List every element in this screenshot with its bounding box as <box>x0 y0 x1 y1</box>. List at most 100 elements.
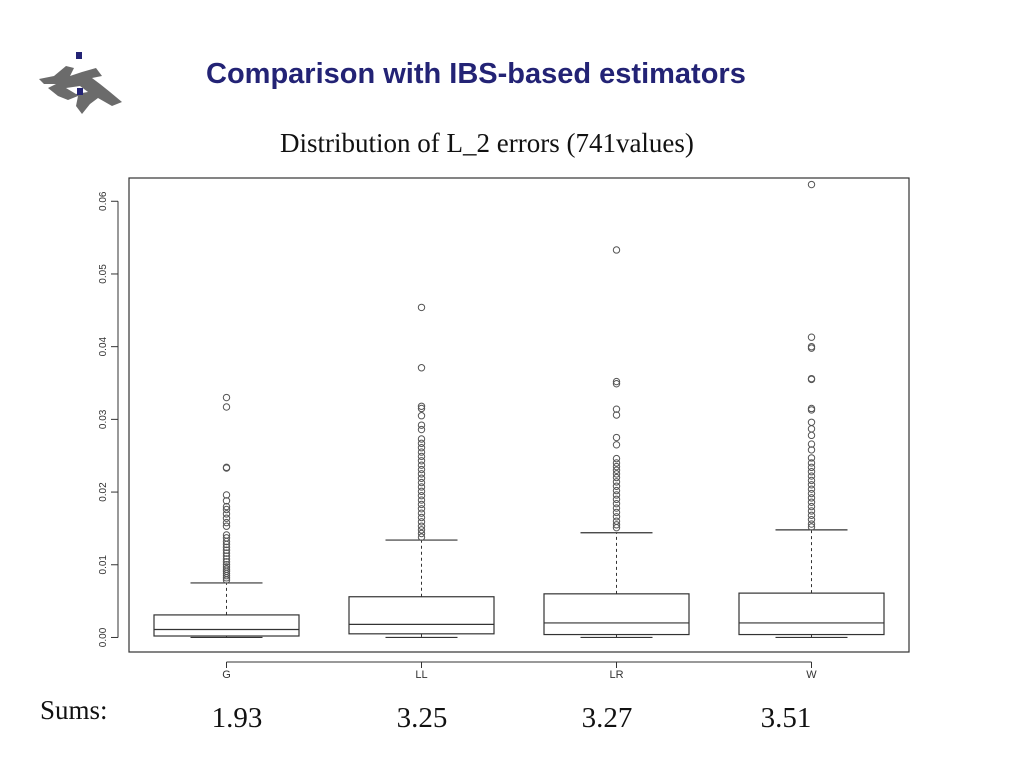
outlier-point <box>807 418 816 426</box>
box-w <box>738 180 885 639</box>
iqr-box <box>738 592 885 636</box>
y-tick-label: 0.05 <box>98 264 109 284</box>
outlier-point <box>417 509 426 517</box>
y-tick-label: 0.00 <box>98 627 109 647</box>
outlier-point <box>417 533 426 541</box>
outlier-point <box>807 507 816 515</box>
outlier-point <box>417 465 426 474</box>
sums-label: Sums: <box>40 695 108 725</box>
outlier-point <box>222 502 231 511</box>
outlier-point <box>612 462 621 471</box>
outlier-point <box>417 487 426 496</box>
outlier-point <box>807 498 816 506</box>
outlier-point <box>807 476 816 485</box>
outlier-point <box>612 411 621 419</box>
sum-value-ll: 3.25 <box>396 702 448 734</box>
outlier-point <box>417 444 426 452</box>
outlier-point <box>417 421 426 429</box>
y-tick-label: 0.02 <box>98 482 109 502</box>
x-tick-label: LL <box>415 669 427 681</box>
outlier-point <box>807 446 816 454</box>
outlier-point <box>612 523 621 532</box>
outlier-point <box>222 543 231 552</box>
outlier-point <box>807 481 816 489</box>
y-tick-label: 0.01 <box>98 555 109 575</box>
outlier-point <box>612 482 621 490</box>
outlier-point <box>807 485 816 493</box>
outlier-point <box>612 470 621 478</box>
outlier-point <box>417 461 426 469</box>
sum-value-lr: 3.27 <box>581 702 633 734</box>
outlier-point <box>807 425 816 433</box>
outlier-point <box>417 439 426 448</box>
outlier-point <box>222 552 231 560</box>
outlier-point <box>807 511 816 520</box>
outlier-point <box>222 491 231 499</box>
slide-title: Comparison with IBS-based estimators <box>206 58 746 90</box>
outlier-point <box>807 180 816 189</box>
outlier-point <box>807 406 816 414</box>
outlier-point <box>612 513 621 521</box>
iqr-box <box>348 596 495 635</box>
outlier-point <box>807 459 816 467</box>
outlier-point <box>807 468 816 476</box>
x-tick-label: W <box>806 669 817 681</box>
outlier-point <box>807 454 816 462</box>
outlier-point <box>222 549 231 557</box>
outlier-point <box>417 452 426 461</box>
outlier-point <box>612 454 621 463</box>
outlier-point <box>417 435 426 443</box>
outlier-point <box>417 402 426 410</box>
outlier-point <box>807 440 816 448</box>
y-tick-label: 0.03 <box>98 409 109 429</box>
box-lr <box>543 246 690 639</box>
outlier-point <box>807 375 816 384</box>
iqr-box <box>153 614 300 637</box>
outlier-point <box>417 448 426 456</box>
x-tick-label: LR <box>609 669 623 681</box>
boxes <box>153 180 885 639</box>
outlier-point <box>612 491 621 499</box>
outlier-point <box>612 466 621 474</box>
outlier-point <box>417 404 426 413</box>
outlier-point <box>612 377 621 386</box>
sum-value-g: 1.93 <box>211 702 263 734</box>
outlier-point <box>417 526 426 534</box>
sum-value-w: 3.51 <box>760 702 812 734</box>
outlier-point <box>417 505 426 513</box>
outlier-point <box>222 505 231 514</box>
outlier-point <box>417 412 426 420</box>
outlier-point <box>222 497 231 505</box>
outlier-point <box>612 499 621 508</box>
iqr-box <box>543 593 690 636</box>
outlier-point <box>222 576 231 584</box>
outlier-point <box>222 558 231 566</box>
outlier-point <box>222 518 231 527</box>
outlier-point <box>807 520 816 528</box>
outlier-point <box>417 364 426 372</box>
outlier-point <box>222 540 231 549</box>
outlier-point <box>222 555 231 563</box>
outlier-point <box>417 522 426 530</box>
outlier-point <box>222 514 231 522</box>
outlier-point <box>807 333 816 341</box>
outlier-point <box>807 431 816 440</box>
outlier-point <box>222 510 231 518</box>
outlier-point <box>417 513 426 522</box>
outlier-point <box>222 546 231 554</box>
university-logo-icon <box>39 52 122 114</box>
y-axis: 0.00 0.01 0.02 0.03 0.04 0.05 0.06 <box>98 191 119 647</box>
outlier-point <box>807 523 816 531</box>
box-g <box>153 393 300 639</box>
outlier-point <box>612 405 621 413</box>
outlier-point <box>612 508 621 517</box>
outlier-point <box>417 457 426 465</box>
outlier-point <box>417 529 426 538</box>
outlier-point <box>612 495 621 504</box>
outlier-point <box>222 522 231 530</box>
outlier-point <box>417 491 426 500</box>
outlier-point <box>612 478 621 486</box>
outlier-point <box>417 518 426 526</box>
outlier-point <box>612 433 621 442</box>
